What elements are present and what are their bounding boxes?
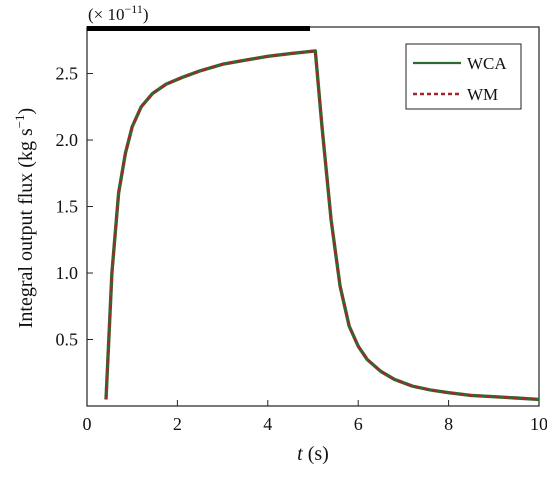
- x-tick-label: 10: [530, 414, 547, 434]
- x-tick-label: 2: [173, 414, 182, 434]
- x-tick-label: 6: [354, 414, 363, 434]
- x-tick-label: 8: [444, 414, 453, 434]
- legend: WCA WM: [406, 44, 521, 109]
- x-tick-label: 4: [263, 414, 272, 434]
- legend-label-wm: WM: [467, 85, 498, 104]
- legend-label-wca: WCA: [467, 54, 507, 73]
- x-axis-label: t (s): [297, 443, 329, 465]
- x-tick-label: 0: [83, 414, 92, 434]
- axis-multiplier: (× 10−11): [88, 2, 149, 24]
- axis-ticks: 0 2 4 6 8 10 0.5 1.0 1.5 2.0 2.5: [56, 64, 547, 434]
- y-tick-label: 1.5: [56, 197, 79, 217]
- y-tick-label: 1.0: [56, 263, 79, 283]
- y-tick-label: 2.5: [56, 64, 79, 84]
- y-tick-label: 2.0: [56, 130, 79, 150]
- y-axis-label: Integral output flux (kg s−1): [12, 108, 37, 328]
- y-tick-label: 0.5: [56, 330, 79, 350]
